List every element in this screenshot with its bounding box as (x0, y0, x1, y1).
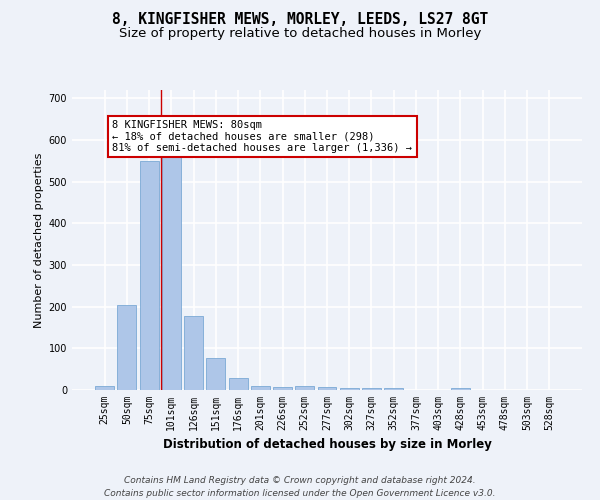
Bar (451, 388, 470, 390)
Bar (95, 386, 114, 390)
Bar (340, 388, 359, 390)
Bar (384, 388, 403, 390)
Text: 8, KINGFISHER MEWS, MORLEY, LEEDS, LS27 8GT: 8, KINGFISHER MEWS, MORLEY, LEEDS, LS27 … (112, 12, 488, 28)
Bar (229, 378, 248, 390)
X-axis label: Distribution of detached houses by size in Morley: Distribution of detached houses by size … (163, 438, 491, 452)
Bar (362, 388, 381, 390)
Bar (162, 156, 181, 390)
Bar (140, 161, 158, 390)
Bar (118, 304, 136, 390)
Text: 8 KINGFISHER MEWS: 80sqm
← 18% of detached houses are smaller (298)
81% of semi-: 8 KINGFISHER MEWS: 80sqm ← 18% of detach… (112, 120, 412, 153)
Bar (273, 387, 292, 390)
Bar (184, 316, 203, 390)
Bar (206, 358, 225, 390)
Bar (295, 386, 314, 390)
Y-axis label: Number of detached properties: Number of detached properties (34, 152, 44, 328)
Bar (317, 386, 337, 390)
Text: Size of property relative to detached houses in Morley: Size of property relative to detached ho… (119, 28, 481, 40)
Text: Contains HM Land Registry data © Crown copyright and database right 2024.
Contai: Contains HM Land Registry data © Crown c… (104, 476, 496, 498)
Bar (251, 386, 270, 390)
